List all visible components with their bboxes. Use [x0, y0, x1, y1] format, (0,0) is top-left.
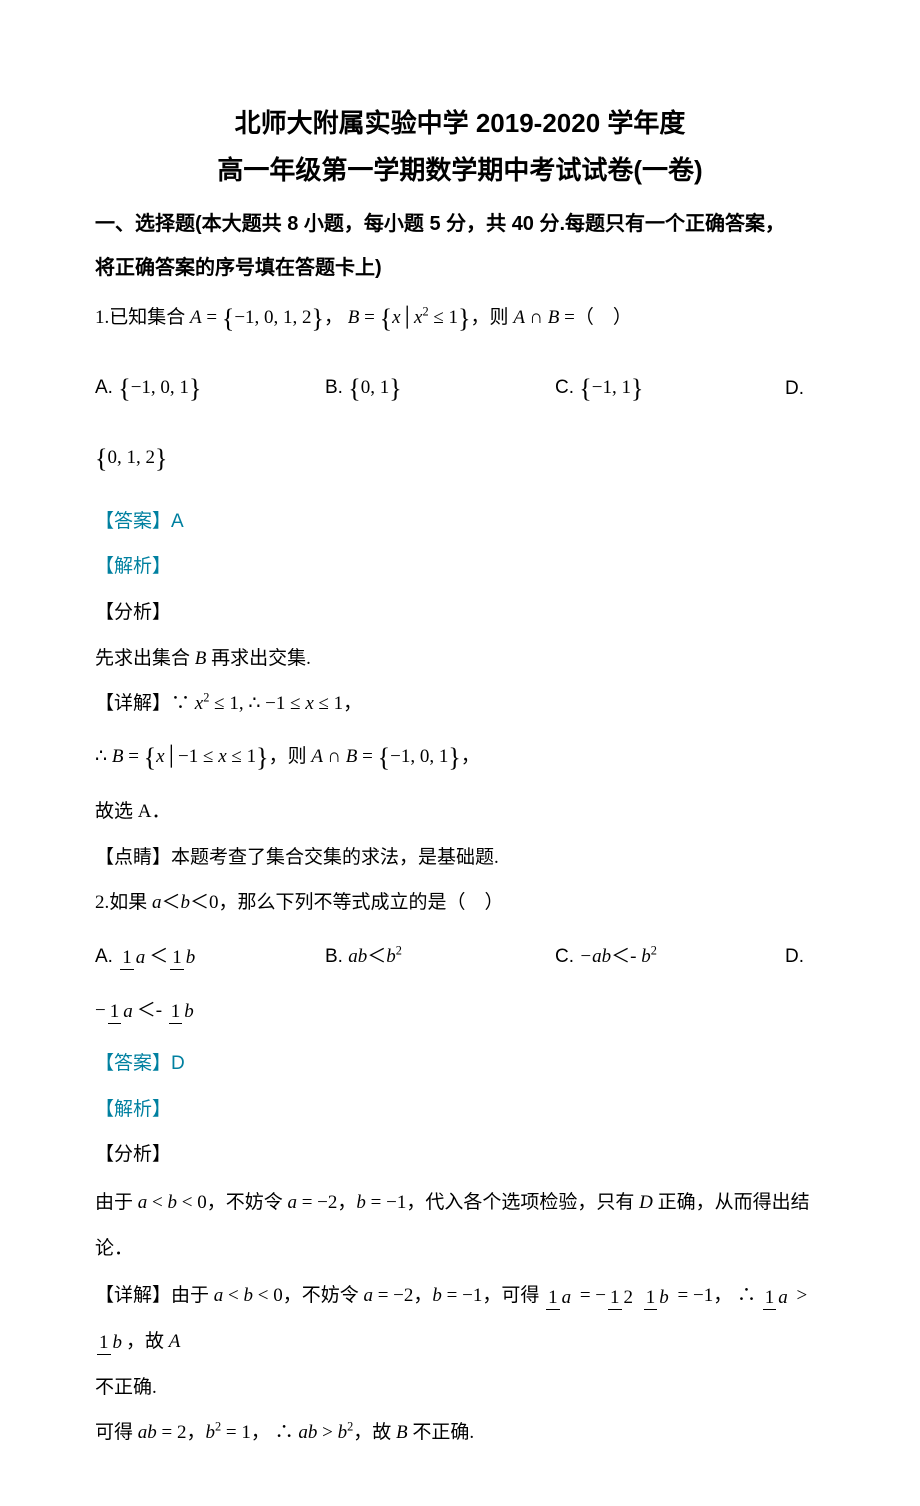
q1-set-b: B [348, 307, 360, 328]
q2-fenxi-text-line2: 论． [95, 1228, 825, 1270]
q2-mid: ，那么下列不等式成立的是（ ） [219, 892, 504, 913]
q1-set-a-val: = {−1, 0, 1, 2}， [206, 307, 347, 328]
section-header-1: 一、选择题(本大题共 8 小题，每小题 5 分，共 40 分.每题只有一个正确答… [95, 204, 825, 244]
q1-aib: A ∩ B [513, 307, 559, 328]
q1-answer-label: 【答案】 [95, 511, 171, 532]
q2-choice-a: A. 1a＜1b [95, 934, 325, 980]
q1-choice-b: B. {0, 1} [325, 358, 555, 420]
q1-choice-d-label: D. [785, 378, 804, 399]
q2-choice-d-label: D. [785, 946, 804, 967]
q2-detail-label: 【详解】 [95, 1285, 171, 1306]
question-2-text: 2.如果 a＜b＜0，那么下列不等式成立的是（ ） [95, 880, 825, 926]
question-1-text: 1.已知集合 A = {−1, 0, 1, 2}， B = {x│x2 ≤ 1}… [95, 288, 825, 350]
q1-choice-c-label: C. [555, 377, 579, 398]
q2-choice-c-label: C. [555, 946, 579, 967]
q1-mid: ，则 [471, 307, 514, 328]
q1-choice-c: C. {−1, 1} [555, 358, 785, 420]
q1-detail-1: 【详解】∵ x2 ≤ 1, ∴ −1 ≤ x ≤ 1， [95, 681, 825, 727]
q1-choices-row-1: A. {−1, 0, 1} B. {0, 1} C. {−1, 1} D. [95, 358, 825, 420]
section-header-2: 将正确答案的序号填在答题卡上) [95, 248, 825, 288]
q1-detail-2: ∴ B = {x│−1 ≤ x ≤ 1}，则 A ∩ B = {−1, 0, 1… [95, 727, 825, 789]
q1-dianping-text: 本题考查了集合交集的求法，是基础题. [171, 847, 499, 868]
q1-tail: =（ ） [559, 307, 631, 328]
q2-choice-d-value: −1a＜- 1b [95, 988, 198, 1034]
q1-prefix: 1.已知集合 [95, 307, 190, 328]
q1-detail-label: 【详解】 [95, 693, 171, 714]
q1-detail-3: 故选 A． [95, 789, 825, 835]
q1-choice-d-value-row: {0, 1, 2} [95, 428, 825, 490]
q1-dianping: 【点睛】本题考查了集合交集的求法，是基础题. [95, 835, 825, 881]
q2-fenxi-label: 【分析】 [95, 1132, 825, 1178]
q2-jiexi: 【解析】 [95, 1087, 825, 1133]
q2-prefix: 2.如果 [95, 892, 152, 913]
q1-answer-line: 【答案】A [95, 499, 825, 545]
q1-fenxi-text: 先求出集合 B 再求出交集. [95, 636, 825, 682]
q1-set-a: A [190, 307, 202, 328]
q2-answer-line: 【答案】D [95, 1041, 825, 1087]
q2-cond: a [152, 892, 162, 913]
title-line-1: 北师大附属实验中学 2019-2020 学年度 [95, 100, 825, 147]
q2-choice-b-label: B. [325, 946, 348, 967]
q2-detail-2: 可得 ab = 2，b2 = 1， ∴ ab > b2，故 B 不正确. [95, 1410, 825, 1456]
q2-choices-row-1: A. 1a＜1b B. ab＜b2 C. −ab＜- b2 D. [95, 934, 825, 980]
q2-answer-label: 【答案】 [95, 1053, 171, 1074]
q2-answer: D [171, 1053, 185, 1074]
q1-choice-b-label: B. [325, 377, 348, 398]
q1-choice-a-label: A. [95, 377, 118, 398]
q1-dianping-label: 【点睛】 [95, 847, 171, 868]
q1-set-b-val: = {x│x2 ≤ 1} [364, 307, 470, 328]
q2-detail-1: 【详解】由于 a < b < 0，不妨令 a = −2，b = −1，可得 1a… [95, 1273, 825, 1364]
q2-choice-b: B. ab＜b2 [325, 934, 555, 980]
q1-answer: A [171, 511, 184, 532]
q2-choice-d-label-only: D. [785, 934, 804, 980]
q1-choice-d-label-only: D. [785, 366, 804, 412]
title-line-2: 高一年级第一学期数学期中考试试卷(一卷) [95, 147, 825, 194]
q2-detail-1b: 不正确. [95, 1365, 825, 1411]
q2-choice-d-value-row: −1a＜- 1b [95, 988, 825, 1034]
q1-choice-d-value: {0, 1, 2} [95, 428, 167, 490]
q1-choice-a: A. {−1, 0, 1} [95, 358, 325, 420]
q2-choice-a-label: A. [95, 946, 118, 967]
q1-jiexi: 【解析】 [95, 544, 825, 590]
q1-fenxi-label: 【分析】 [95, 590, 825, 636]
q2-choice-c: C. −ab＜- b2 [555, 934, 785, 980]
q2-fenxi-text-line1: 由于 a < b < 0，不妨令 a = −2，b = −1，代入各个选项检验，… [95, 1182, 825, 1224]
